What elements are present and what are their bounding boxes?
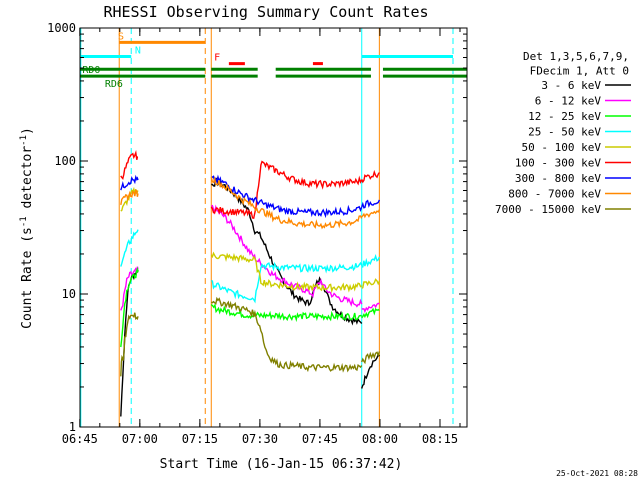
legend-entry-label: 12 - 25 keV	[528, 110, 601, 123]
series-line-5-seg-1	[210, 160, 363, 220]
series-line-3-seg-0	[120, 229, 139, 267]
plot-frame	[79, 27, 468, 428]
y-axis-title-suffix: )	[20, 127, 35, 135]
legend-entry-label: 800 - 7000 keV	[508, 188, 601, 201]
legend: Det 1,3,5,6,7,9, FDecim 1, Att 03 - 6 keV…	[495, 50, 631, 216]
legend-entry-label: 100 - 300 keV	[515, 157, 601, 170]
y-axis-title-sup2: -1	[19, 135, 29, 146]
x-tick-label: 08:00	[362, 432, 398, 446]
x-axis-title: Start Time (16-Jan-15 06:37:42)	[160, 457, 403, 472]
flag-label-rd0: RD0	[82, 65, 100, 76]
legend-entry-label: 50 - 100 keV	[522, 141, 602, 154]
series-line-8-seg-1	[211, 296, 363, 373]
series-line-4-seg-2	[361, 278, 381, 289]
series-line-7-seg-1	[210, 176, 363, 230]
legend-entry-label: 3 - 6 keV	[541, 79, 601, 92]
x-tick-label: 07:00	[122, 432, 158, 446]
flag-label-rd6: RD6	[105, 79, 123, 90]
x-tick-label: 06:45	[62, 432, 98, 446]
series-line-6-seg-2	[361, 199, 381, 209]
legend-entry-label: 300 - 800 keV	[515, 172, 601, 185]
y-tick-label: 10	[62, 287, 76, 301]
series-line-8-seg-0	[120, 312, 139, 377]
series-line-6-seg-0	[120, 174, 139, 191]
series-line-2-seg-2	[361, 307, 380, 319]
flag-label-f: F	[214, 53, 220, 64]
series-line-8-seg-2	[361, 351, 381, 365]
series-line-1-seg-0	[120, 266, 139, 311]
y-tick-label: 1000	[47, 21, 76, 35]
footer-timestamp: 25-Oct-2021 08:28	[556, 469, 638, 478]
legend-entry-label: 25 - 50 keV	[528, 126, 601, 139]
y-tick-label: 1	[69, 420, 76, 434]
x-tick-label: 07:15	[182, 432, 218, 446]
y-axis-title-mid: detector	[20, 146, 35, 217]
legend-entry-label: 6 - 12 keV	[535, 95, 602, 108]
series-line-6-seg-1	[210, 174, 363, 219]
legend-title-line: FDecim 1, Att 0	[530, 65, 629, 78]
flag-label-n: N	[135, 46, 141, 57]
svg-text:Count Rate (s-1 detector-1): Count Rate (s-1 detector-1)	[19, 127, 35, 329]
series-line-5-seg-0	[120, 150, 139, 181]
series-line-7-seg-0	[120, 189, 139, 206]
series-line-4-seg-1	[210, 251, 363, 294]
series-line-7-seg-2	[361, 209, 381, 219]
flag-label-s: S	[118, 31, 124, 42]
series-line-5-seg-2	[361, 169, 380, 184]
legend-title-line: Det 1,3,5,6,7,9,	[523, 50, 629, 63]
x-tick-label: 07:30	[242, 432, 278, 446]
chart-title: RHESSI Observing Summary Count Rates	[103, 3, 428, 21]
series-line-3-seg-1	[211, 261, 363, 304]
y-axis-title-sup1: -1	[19, 216, 29, 227]
series-line-2-seg-0	[120, 266, 139, 348]
y-axis-title: Count Rate (s-1 detector-1)	[19, 127, 35, 329]
y-axis-title-prefix: Count Rate (s	[20, 227, 35, 329]
legend-entry-label: 7000 - 15000 keV	[495, 203, 601, 216]
series-line-3-seg-2	[361, 253, 381, 268]
plot-area: SN F RD0 RD6	[80, 28, 467, 427]
series-line-2-seg-1	[210, 303, 363, 323]
axes: 1 10 100 1000 06:45 07:00 07:15 07:30 07:45 08:00…	[47, 21, 467, 446]
x-tick-label: 08:15	[422, 432, 458, 446]
x-tick-label: 07:45	[302, 432, 338, 446]
y-tick-label: 100	[54, 154, 76, 168]
series-line-0-seg-2	[361, 352, 380, 389]
series-line-1-seg-2	[361, 302, 380, 314]
